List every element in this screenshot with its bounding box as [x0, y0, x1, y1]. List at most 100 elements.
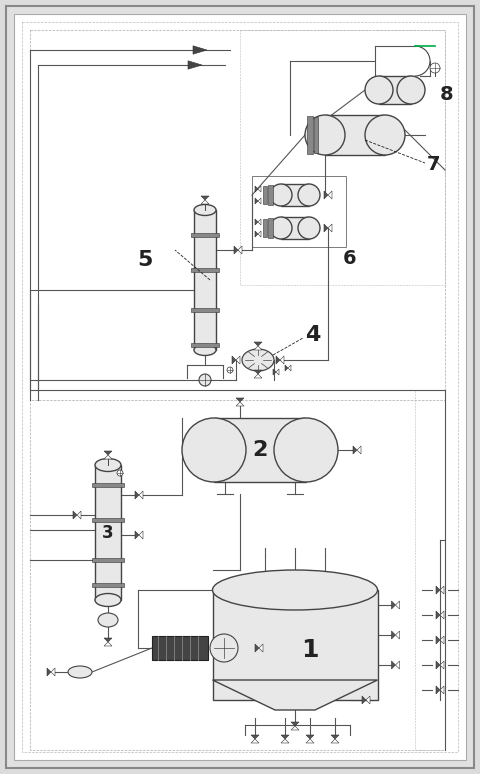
Bar — [30, 30, 445, 400]
Polygon shape — [396, 661, 399, 669]
Ellipse shape — [270, 217, 292, 239]
Polygon shape — [273, 369, 276, 375]
Polygon shape — [306, 735, 314, 739]
Bar — [263, 186, 267, 204]
Polygon shape — [258, 186, 261, 192]
Polygon shape — [281, 735, 289, 739]
Text: 4: 4 — [305, 325, 321, 345]
Circle shape — [227, 367, 233, 373]
Ellipse shape — [68, 666, 92, 678]
Polygon shape — [104, 638, 112, 642]
Polygon shape — [258, 198, 261, 204]
Polygon shape — [328, 191, 332, 199]
Polygon shape — [73, 511, 77, 519]
Polygon shape — [440, 661, 444, 669]
Polygon shape — [254, 370, 262, 374]
Bar — [213, 590, 377, 700]
Polygon shape — [281, 739, 289, 743]
Bar — [191, 233, 219, 237]
Polygon shape — [47, 668, 51, 676]
Polygon shape — [77, 511, 81, 519]
Polygon shape — [396, 601, 399, 609]
Polygon shape — [104, 642, 112, 646]
Polygon shape — [353, 446, 357, 454]
Polygon shape — [324, 224, 328, 232]
Polygon shape — [201, 200, 209, 204]
Polygon shape — [259, 644, 263, 652]
Polygon shape — [135, 491, 139, 499]
Polygon shape — [436, 586, 440, 594]
Polygon shape — [328, 224, 332, 232]
Polygon shape — [201, 196, 209, 200]
Polygon shape — [104, 451, 112, 455]
Polygon shape — [232, 356, 236, 364]
Polygon shape — [258, 231, 261, 237]
Ellipse shape — [194, 344, 216, 355]
Polygon shape — [254, 374, 262, 378]
Polygon shape — [436, 636, 440, 644]
Bar — [191, 308, 219, 312]
Polygon shape — [440, 636, 444, 644]
Circle shape — [210, 634, 238, 662]
Bar — [252, 176, 346, 247]
Circle shape — [430, 63, 440, 73]
Bar — [194, 210, 216, 350]
Polygon shape — [331, 739, 339, 743]
Bar — [263, 219, 267, 237]
Polygon shape — [255, 644, 259, 652]
Ellipse shape — [270, 184, 292, 206]
Ellipse shape — [98, 613, 118, 627]
Polygon shape — [213, 680, 377, 710]
Polygon shape — [324, 191, 328, 199]
Text: 3: 3 — [102, 523, 114, 542]
Polygon shape — [236, 398, 244, 402]
Polygon shape — [51, 668, 55, 676]
Bar — [214, 418, 306, 482]
Bar — [92, 583, 124, 587]
Circle shape — [199, 374, 211, 386]
Polygon shape — [254, 346, 262, 350]
Bar — [267, 185, 273, 205]
Polygon shape — [362, 696, 366, 704]
Ellipse shape — [274, 418, 338, 482]
Bar — [307, 116, 313, 154]
Bar — [281, 184, 309, 206]
Polygon shape — [392, 601, 396, 609]
Ellipse shape — [242, 349, 274, 371]
Ellipse shape — [365, 115, 405, 155]
Ellipse shape — [298, 184, 320, 206]
Polygon shape — [254, 342, 262, 346]
Polygon shape — [276, 369, 279, 375]
Ellipse shape — [365, 76, 393, 104]
Polygon shape — [255, 219, 258, 225]
Text: 6: 6 — [343, 248, 357, 268]
Text: 2: 2 — [252, 440, 268, 460]
Polygon shape — [258, 219, 261, 225]
Polygon shape — [440, 611, 444, 619]
Ellipse shape — [95, 594, 121, 607]
Polygon shape — [193, 46, 207, 54]
Bar — [314, 117, 318, 153]
Text: 5: 5 — [137, 250, 153, 270]
Polygon shape — [276, 356, 280, 364]
Polygon shape — [436, 611, 440, 619]
Polygon shape — [392, 661, 396, 669]
Bar — [92, 483, 124, 487]
Text: 8: 8 — [440, 85, 454, 104]
Bar — [267, 218, 273, 238]
Polygon shape — [288, 365, 291, 371]
Ellipse shape — [397, 76, 425, 104]
Polygon shape — [236, 356, 240, 364]
Polygon shape — [366, 696, 370, 704]
Text: 1: 1 — [301, 638, 319, 662]
Bar — [95, 465, 121, 600]
Polygon shape — [291, 726, 299, 730]
Circle shape — [117, 470, 123, 476]
Polygon shape — [331, 735, 339, 739]
Polygon shape — [238, 246, 242, 254]
Polygon shape — [436, 661, 440, 669]
Polygon shape — [440, 686, 444, 694]
Polygon shape — [392, 631, 396, 639]
Ellipse shape — [298, 217, 320, 239]
Polygon shape — [104, 455, 112, 459]
